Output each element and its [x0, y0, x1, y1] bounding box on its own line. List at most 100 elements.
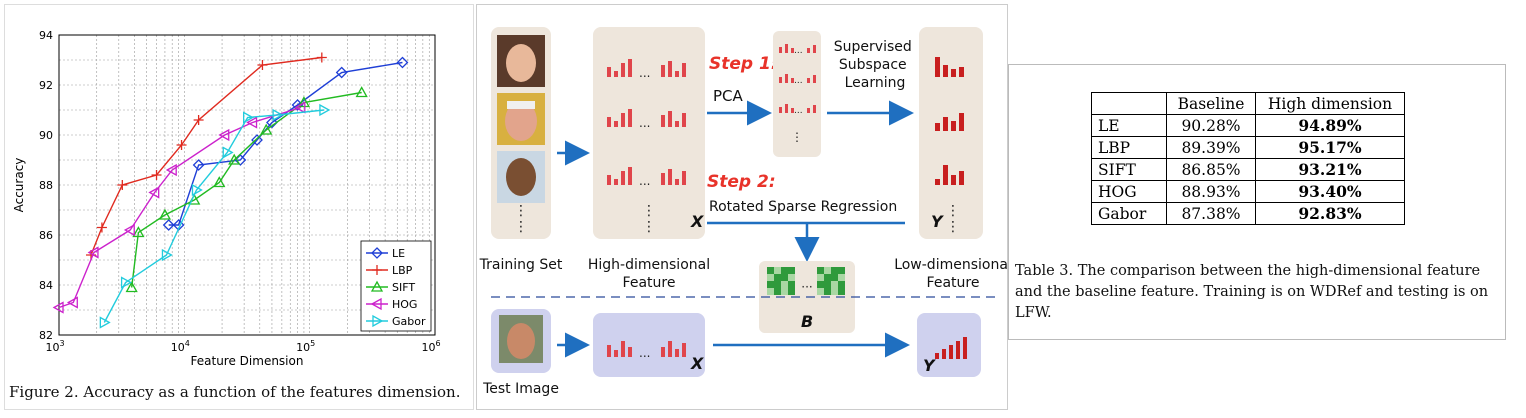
- baseline-cell: 87.38%: [1166, 202, 1256, 225]
- row-label: LE: [1091, 114, 1167, 137]
- series-le: [162, 56, 409, 231]
- legend-label: Gabor: [392, 315, 426, 328]
- data-point: [396, 56, 409, 69]
- matrix-cell: [838, 267, 845, 274]
- matrix-cell: [838, 281, 845, 288]
- data-point: [87, 246, 99, 259]
- low-dim-label: Low-dimensional Feature: [894, 257, 1007, 291]
- svg-text:⋮: ⋮: [946, 203, 960, 219]
- feature-ellipsis: ...: [794, 46, 803, 56]
- feature-bar: [779, 107, 782, 113]
- feature-bar: [682, 343, 686, 357]
- matrix-cell: [817, 288, 824, 295]
- series-line: [58, 106, 302, 309]
- x-tick-label: 105: [296, 339, 315, 354]
- feature-ellipsis: ...: [794, 106, 803, 116]
- feature-bar: [607, 117, 611, 127]
- test-feature-box: [593, 313, 705, 377]
- table-row: HOG 88.93% 93.40%: [1091, 180, 1405, 203]
- data-point: [335, 66, 348, 79]
- y-tick-label: 92: [39, 79, 53, 92]
- data-point: [161, 248, 173, 262]
- matrix-cell: [817, 267, 824, 274]
- data-point: [372, 265, 382, 275]
- baseline-cell: 89.39%: [1166, 136, 1256, 159]
- feature-bar: [661, 115, 665, 127]
- feature-bar: [621, 113, 625, 127]
- supervised-label: Supervised Subspace Learning: [834, 39, 916, 91]
- data-point: [151, 170, 162, 180]
- accuracy-chart: 82 84 86 88 90 92 94 103 104 105 106 Feature Dimens…: [12, 29, 441, 368]
- series-line: [103, 109, 325, 323]
- high-dim-column: [593, 27, 705, 239]
- feature-bar: [951, 69, 956, 77]
- matrix-cell: [831, 281, 838, 288]
- data-point: [125, 281, 138, 293]
- legend-label: SIFT: [392, 281, 415, 294]
- y-tick-label: 94: [39, 29, 53, 42]
- series-line: [168, 61, 403, 226]
- pca-label: PCA: [713, 87, 744, 105]
- data-point: [251, 134, 263, 146]
- feature-bar: [785, 44, 788, 53]
- b-matrix-cells: [767, 267, 845, 295]
- series-sift: [125, 86, 368, 293]
- high-dim-bars: .........: [607, 59, 686, 188]
- header-empty: [1091, 92, 1167, 115]
- legend-label: HOG: [392, 298, 417, 311]
- high-dim-cell: 95.17%: [1255, 136, 1405, 159]
- row-label: HOG: [1091, 180, 1167, 203]
- data-point: [191, 183, 203, 197]
- pipeline-svg: ⋮ ⋮ ......... ⋮ ⋮ X Step 1: PCA ........…: [479, 27, 1007, 397]
- data-point: [165, 163, 177, 177]
- matrix-cell: [781, 288, 788, 295]
- feature-bar: [682, 113, 686, 127]
- feature-bar: [628, 109, 632, 127]
- data-point: [294, 101, 306, 114]
- data-point: [99, 316, 111, 329]
- x-axis-label: Feature Dimension: [191, 354, 304, 368]
- data-point: [148, 186, 160, 199]
- data-point: [260, 123, 273, 135]
- training-set-label: Training Set: [479, 257, 563, 273]
- matrix-cell: [831, 267, 838, 274]
- feature-bar: [807, 48, 810, 53]
- table-header-row: Baseline High dimension: [1091, 92, 1405, 115]
- feature-bar: [935, 57, 940, 77]
- y-tick-label: 86: [39, 229, 53, 242]
- face-image-1: [497, 35, 545, 87]
- feature-bar: [661, 173, 665, 185]
- row-label: LBP: [1091, 136, 1167, 159]
- data-point: [272, 108, 284, 122]
- svg-text:···: ···: [801, 280, 812, 294]
- low-dim-bars: [935, 57, 964, 185]
- table-row: LBP 89.39% 95.17%: [1091, 136, 1405, 159]
- feature-bar: [661, 347, 665, 357]
- matrix-cell: [838, 288, 845, 295]
- data-point: [117, 180, 128, 190]
- test-feature-bars: ...: [607, 341, 686, 360]
- x-tick-label: 103: [45, 339, 64, 354]
- feature-bar: [779, 47, 782, 53]
- matrix-cell: [788, 288, 795, 295]
- feature-bar: [628, 59, 632, 77]
- data-point: [96, 222, 107, 233]
- baseline-cell: 86.85%: [1166, 158, 1256, 181]
- matrix-cell: [824, 288, 831, 295]
- series-gabor: [99, 103, 331, 329]
- symbol-b: B: [801, 312, 813, 331]
- matrix-cell: [838, 274, 845, 281]
- header-high-dim: High dimension: [1255, 92, 1405, 115]
- table-row: LE 90.28% 94.89%: [1091, 114, 1405, 137]
- feature-bar: [813, 105, 816, 113]
- matrix-cell: [774, 281, 781, 288]
- data-point: [193, 115, 204, 125]
- feature-bar: [621, 63, 625, 77]
- data-point: [213, 176, 226, 188]
- figure-2-caption: Figure 2. Accuracy as a function of the …: [9, 383, 461, 401]
- feature-bar: [621, 341, 625, 357]
- feature-ellipsis: ...: [794, 76, 803, 86]
- matrix-cell: [824, 274, 831, 281]
- svg-text:⋮: ⋮: [514, 219, 528, 235]
- table-row: SIFT 86.85% 93.21%: [1091, 158, 1405, 181]
